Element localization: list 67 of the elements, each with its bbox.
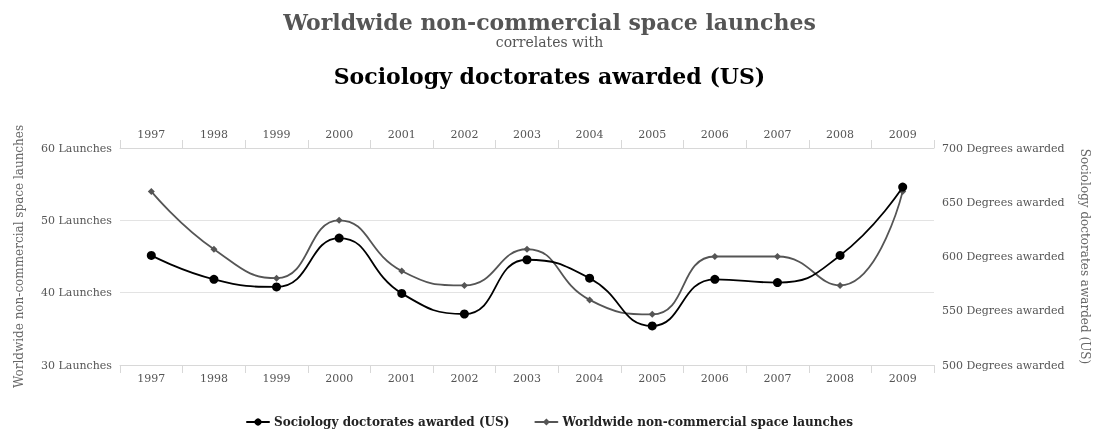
point: [209, 274, 219, 284]
point: [710, 274, 720, 284]
category-label: 2008: [826, 128, 855, 141]
chart-title: Worldwide non-commercial space launches: [282, 9, 816, 35]
text: Sociology doctorates awarded (US): [333, 63, 766, 89]
point: [460, 281, 468, 289]
point: [147, 187, 155, 195]
point: [459, 309, 469, 319]
point: [210, 245, 218, 253]
x-tick-label: 2003: [513, 372, 541, 385]
x-tick-label: 2002: [450, 372, 479, 385]
x-tick-label: 2004: [575, 372, 604, 385]
legend-label: Sociology doctorates awarded (US): [274, 415, 510, 429]
category-label: 1997: [137, 128, 166, 141]
point: [334, 233, 344, 243]
x-tick-label: 2000: [325, 372, 354, 385]
y2-tick-label: 600 Degrees awarded: [942, 250, 1065, 263]
point: [273, 274, 281, 282]
category-label: 2000: [325, 128, 354, 141]
x-tick-label: 2007: [763, 372, 792, 385]
y2-tick-label: 550 Degrees awarded: [942, 304, 1065, 318]
legend-label: Worldwide non-commercial space launches: [561, 415, 854, 429]
y-tick-label: 50 Launches: [41, 213, 113, 227]
point: [648, 310, 656, 318]
chart-subtitle: correlates with: [495, 34, 604, 50]
y-tick-label: 60 Launches: [41, 141, 113, 155]
x-tick-label: 2005: [638, 372, 667, 385]
point: [272, 282, 282, 292]
point: [335, 216, 343, 224]
y2-axis-title: Sociology doctorates awarded (US): [1078, 148, 1092, 365]
y-tick-label: 30 Launches: [41, 358, 113, 372]
y2-tick-label: 500 Degrees awarded: [942, 358, 1065, 372]
x-tick-label: 2001: [387, 372, 416, 385]
point: [711, 253, 719, 260]
category-label: 2006: [700, 128, 729, 141]
x-tick-label: 1998: [199, 372, 228, 385]
point: [586, 296, 594, 304]
category-label: 2005: [638, 128, 667, 141]
y2-tick-label: 700 Degrees awarded: [942, 141, 1065, 155]
y2-tick-label: 650 Degrees awarded: [942, 195, 1065, 209]
point: [836, 281, 844, 289]
category-label: 1998: [199, 128, 228, 141]
category-label: 2002: [450, 128, 479, 141]
point: [647, 321, 657, 331]
x-tick-label: 2009: [888, 372, 917, 385]
category-label: 2001: [387, 128, 416, 141]
category-label: 2004: [575, 128, 604, 141]
x-tick-label: 2006: [700, 372, 729, 385]
point: [898, 182, 908, 192]
point: [397, 288, 407, 298]
point: [523, 245, 531, 253]
category-label: 2003: [513, 128, 541, 141]
point: [146, 250, 156, 260]
point: [835, 250, 845, 260]
x-tick-label: 1999: [262, 372, 291, 385]
category-label: 2009: [888, 128, 917, 141]
point: [773, 253, 781, 260]
x-tick-label: 2008: [826, 372, 855, 385]
point: [585, 273, 595, 283]
x-tick-label: 1997: [137, 372, 166, 385]
category-label: 2007: [763, 128, 792, 141]
y-tick-label: 40 Launches: [41, 286, 113, 300]
y-axis-title: Worldwide non-commercial space launches: [12, 124, 26, 389]
point: [398, 267, 406, 275]
point: [522, 255, 532, 265]
category-label: 1999: [262, 128, 291, 141]
point: [772, 278, 782, 288]
